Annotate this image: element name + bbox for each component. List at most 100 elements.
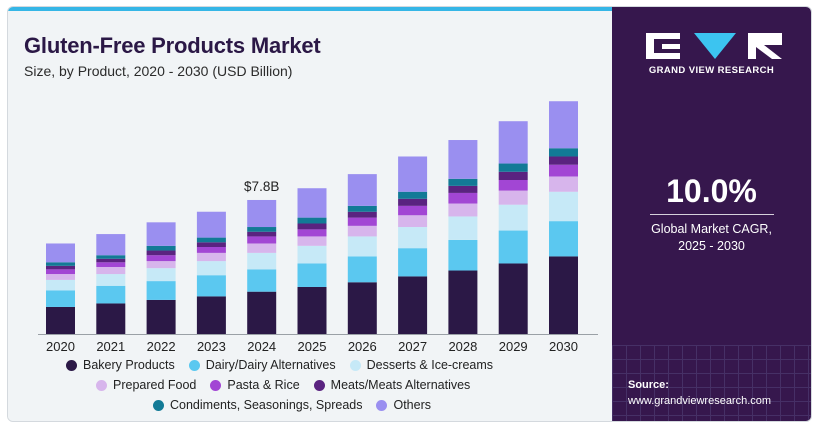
legend-label: Prepared Food — [113, 378, 197, 392]
bar-segment-2025-7 — [297, 188, 327, 218]
bar-segment-2029-2 — [498, 204, 528, 231]
bar-segment-2022-1 — [146, 281, 176, 300]
bar-segment-2020-3 — [46, 274, 75, 280]
legend-label: Condiments, Seasonings, Spreads — [170, 398, 363, 412]
bar-segment-2027-4 — [398, 205, 428, 216]
bar-segment-2030-1 — [549, 221, 578, 257]
source-label: Source: — [628, 379, 669, 391]
bar-segment-2023-3 — [196, 252, 226, 262]
bar-segment-2030-3 — [549, 176, 578, 192]
bar-segment-2025-4 — [297, 229, 327, 237]
bar-segment-2021-7 — [96, 234, 126, 256]
cagr-label-line1: Global Market CAGR, — [651, 222, 772, 236]
bar-segment-2020-0 — [46, 306, 75, 334]
legend-row-3: Condiments, Seasonings, Spreads Others — [153, 398, 445, 412]
bar-segment-2021-4 — [96, 262, 126, 267]
legend-swatch-icon — [376, 399, 388, 411]
bar-segment-2021-3 — [96, 266, 126, 275]
x-tick-label: 2020 — [46, 339, 75, 354]
legend-swatch-icon — [66, 359, 77, 371]
bar-segment-2026-2 — [347, 236, 377, 257]
divider — [650, 214, 774, 215]
bar-segment-2020-5 — [46, 265, 75, 270]
source-url-link[interactable]: www.grandviewresearch.com — [628, 395, 772, 407]
bar-segment-2028-4 — [448, 192, 478, 204]
bar-segment-2024-4 — [247, 236, 277, 244]
x-tick-label: 2029 — [499, 339, 528, 354]
legend-row-2: Prepared Food Pasta & Rice Meats/Meats Alt… — [96, 378, 484, 392]
legend-label: Pasta & Rice — [227, 378, 300, 392]
brand-name: GRAND VIEW RESEARCH — [648, 65, 775, 76]
infographic-card: Gluten-Free Products Market Size, by Pro… — [7, 6, 812, 422]
bar-segment-2028-2 — [448, 216, 478, 240]
bar-segment-2028-3 — [448, 203, 478, 217]
legend-item: Others — [376, 398, 431, 412]
bar-segment-2029-0 — [498, 263, 528, 334]
bar-segment-2025-0 — [297, 286, 327, 334]
bar-segment-2021-0 — [96, 303, 126, 334]
bar-segment-2030-0 — [549, 256, 578, 334]
bar-segment-2026-3 — [347, 225, 377, 237]
bar-segment-2029-1 — [498, 230, 528, 264]
legend-label: Meats/Meats Alternatives — [330, 378, 471, 392]
legend-swatch-icon — [313, 379, 325, 391]
bar-segment-2022-6 — [146, 245, 176, 251]
bar-segment-2020-1 — [46, 290, 75, 307]
bar-segment-2020-4 — [46, 269, 75, 275]
bar-segment-2027-1 — [398, 248, 428, 277]
x-tick-label: 2027 — [398, 339, 427, 354]
cagr-value: 10.0% — [666, 173, 757, 209]
x-tick-label: 2021 — [96, 339, 125, 354]
bar-segment-2030-7 — [549, 101, 578, 149]
bar-segment-2021-6 — [96, 255, 126, 259]
bar-segment-2025-1 — [297, 263, 327, 287]
bar-segment-2021-2 — [96, 274, 126, 286]
chart-subtitle: Size, by Product, 2020 - 2030 (USD Billi… — [24, 63, 293, 79]
bar-segment-2024-3 — [247, 243, 277, 253]
bar-segment-2023-5 — [196, 242, 226, 248]
legend-item: Prepared Food — [96, 378, 196, 392]
bar-segment-2023-4 — [196, 247, 226, 253]
bar-segment-2028-6 — [448, 178, 478, 186]
bar-segment-2022-3 — [146, 261, 176, 269]
bar-segment-2023-7 — [196, 211, 226, 238]
bar-segment-2021-1 — [96, 285, 126, 304]
bar-segment-2024-6 — [247, 227, 277, 232]
bar-segment-2025-3 — [297, 236, 327, 246]
bar-segment-2023-1 — [196, 275, 226, 297]
bar-segment-2026-1 — [347, 256, 377, 283]
bar-segment-2028-5 — [448, 185, 478, 193]
legend-item: Pasta & Rice — [210, 378, 300, 392]
bar-segment-2025-6 — [297, 217, 327, 224]
bar-segment-2028-0 — [448, 270, 478, 334]
bar-segment-2020-6 — [46, 262, 75, 266]
chart-area: Gluten-Free Products Market Size, by Pro… — [8, 11, 612, 421]
bar-segment-2026-0 — [347, 282, 377, 334]
legend-swatch-icon — [153, 399, 164, 411]
bar-segment-2029-6 — [498, 163, 528, 172]
bar-segment-2026-5 — [347, 211, 377, 218]
summary-panel: GRAND VIEW RESEARCH 10.0% Global Market … — [612, 7, 811, 421]
bar-segment-2025-5 — [297, 223, 327, 230]
bar-segment-2022-0 — [146, 299, 176, 334]
legend-swatch-icon — [188, 359, 200, 371]
bar-segment-2026-4 — [347, 217, 377, 226]
legend-label: Others — [393, 398, 431, 412]
bar-segment-2029-7 — [498, 121, 528, 164]
bar-segment-2030-2 — [549, 191, 578, 222]
legend-item: Condiments, Seasonings, Spreads — [153, 398, 362, 412]
bar-segment-2022-2 — [146, 268, 176, 282]
x-tick-label: 2030 — [549, 339, 578, 354]
bar-segment-2027-0 — [398, 276, 428, 334]
chart-title: Gluten-Free Products Market — [24, 33, 321, 58]
bar-segment-2027-6 — [398, 191, 428, 199]
x-tick-label: 2026 — [348, 339, 377, 354]
bar-segment-2022-4 — [146, 255, 176, 262]
legend-swatch-icon — [349, 359, 361, 371]
x-tick-label: 2024 — [247, 339, 276, 354]
bar-segment-2024-2 — [247, 252, 277, 270]
company-logo-icon — [646, 33, 782, 59]
bar-segment-2025-2 — [297, 245, 327, 264]
x-tick-label: 2025 — [298, 339, 327, 354]
bar-segment-2024-1 — [247, 269, 277, 292]
